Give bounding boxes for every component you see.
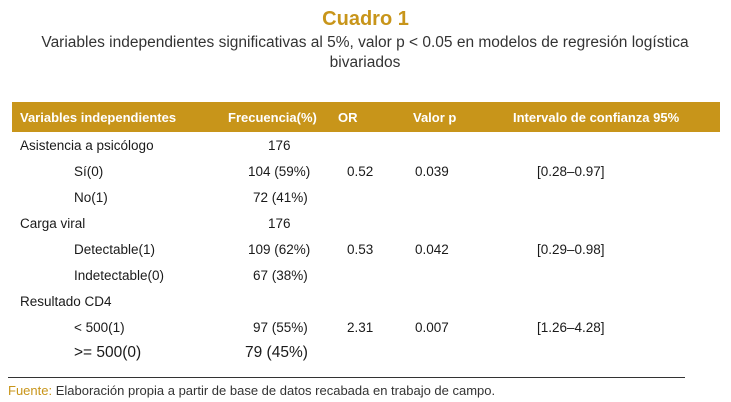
header-frequency: Frecuencia(%) — [228, 110, 317, 125]
cell-variable: < 500(1) — [74, 320, 125, 335]
table-row: Resultado CD4 — [12, 288, 720, 314]
table-row: Indetectable(0) 67 (38%) — [12, 262, 720, 288]
table-title: Cuadro 1 — [322, 8, 409, 30]
cell-p-value: 0.039 — [415, 164, 449, 179]
table-row: No(1) 72 (41%) — [12, 184, 720, 210]
header-or: OR — [338, 110, 358, 125]
cell-ci: [0.28–0.97] — [537, 164, 605, 179]
cell-variable: Sí(0) — [74, 164, 104, 179]
table-row: Detectable(1) 109 (62%) 0.53 0.042 [0.29… — [12, 236, 720, 262]
cell-frequency: 72 (41%) — [253, 190, 308, 205]
cell-ci: [1.26–4.28] — [537, 320, 605, 335]
cell-or: 0.53 — [347, 242, 374, 257]
cell-p-value: 0.007 — [415, 320, 449, 335]
cell-variable: Asistencia a psicólogo — [20, 138, 154, 153]
cell-frequency: 109 (62%) — [248, 242, 311, 257]
table-row: >= 500(0) 79 (45%) — [12, 340, 720, 366]
table-row: < 500(1) 97 (55%) 2.31 0.007 [1.26–4.28] — [12, 314, 720, 340]
results-table: Variables independientes Frecuencia(%) O… — [12, 102, 720, 366]
table-row: Carga viral 176 — [12, 210, 720, 236]
cell-variable: Detectable(1) — [74, 242, 156, 257]
table-row: Asistencia a psicólogo 176 — [12, 132, 720, 158]
cell-frequency: 176 — [268, 216, 291, 231]
table-row: Sí(0) 104 (59%) 0.52 0.039 [0.28–0.97] — [12, 158, 720, 184]
cell-frequency: 176 — [268, 138, 291, 153]
cell-frequency: 79 (45%) — [245, 344, 308, 361]
cell-variable: No(1) — [74, 190, 108, 205]
header-ci: Intervalo de confianza 95% — [513, 110, 680, 125]
cell-or: 0.52 — [347, 164, 374, 179]
source-note: Fuente: Elaboración propia a partir de b… — [8, 383, 495, 398]
cell-variable: >= 500(0) — [74, 344, 142, 361]
source-text: Elaboración propia a partir de base de d… — [55, 383, 496, 398]
table-subtitle: Variables independientes significativas … — [41, 34, 689, 71]
table-header: Variables independientes Frecuencia(%) O… — [12, 102, 720, 132]
header-p-value: Valor p — [413, 110, 457, 125]
cell-variable: Carga viral — [20, 216, 86, 231]
cell-or: 2.31 — [347, 320, 374, 335]
source-label: Fuente: — [8, 383, 53, 398]
cell-frequency: 104 (59%) — [248, 164, 311, 179]
table-bottom-rule — [8, 377, 685, 378]
header-variable: Variables independientes — [20, 110, 177, 125]
cell-variable: Indetectable(0) — [74, 268, 165, 283]
cell-p-value: 0.042 — [415, 242, 449, 257]
cell-ci: [0.29–0.98] — [537, 242, 605, 257]
cell-frequency: 97 (55%) — [253, 320, 308, 335]
cell-variable: Resultado CD4 — [20, 294, 112, 309]
cell-frequency: 67 (38%) — [253, 268, 308, 283]
